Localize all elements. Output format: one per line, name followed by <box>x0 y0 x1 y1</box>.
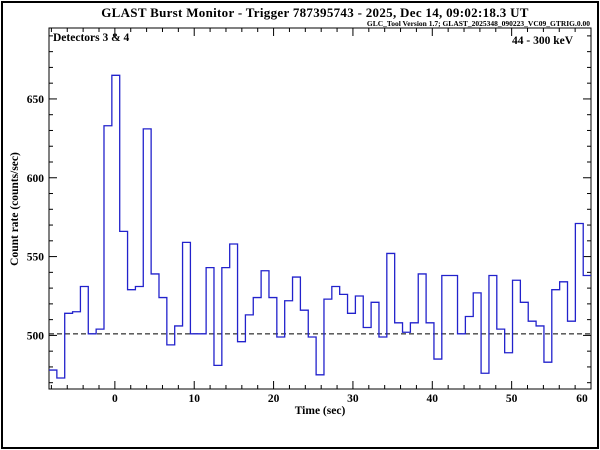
x-tick-label: 50 <box>506 393 518 405</box>
tool-version-subtitle: GLC_Tool Version 1.7; GLAST_2025348_0902… <box>366 19 590 28</box>
x-tick-label: 30 <box>347 393 359 405</box>
x-tick-label: 40 <box>427 393 439 405</box>
y-tick-label: 500 <box>27 330 45 342</box>
plot-frame <box>48 27 592 390</box>
x-tick-label: 0 <box>112 393 118 405</box>
y-tick-label: 650 <box>27 94 45 106</box>
energy-range-label: 44 - 300 keV <box>511 35 573 47</box>
y-tick-label: 600 <box>27 173 45 185</box>
x-tick-label: 20 <box>268 393 280 405</box>
x-tick-label: 10 <box>188 393 200 405</box>
y-tick-label: 550 <box>27 252 45 264</box>
detectors-label: Detectors 3 & 4 <box>53 32 130 44</box>
x-axis-title: Time (sec) <box>294 405 346 417</box>
x-tick-label: 60 <box>576 393 588 405</box>
light-curve-step-line <box>49 74 591 379</box>
page-title: GLAST Burst Monitor - Trigger 787395743 … <box>101 5 529 20</box>
y-axis-title: Count rate (counts/sec) <box>9 152 21 266</box>
